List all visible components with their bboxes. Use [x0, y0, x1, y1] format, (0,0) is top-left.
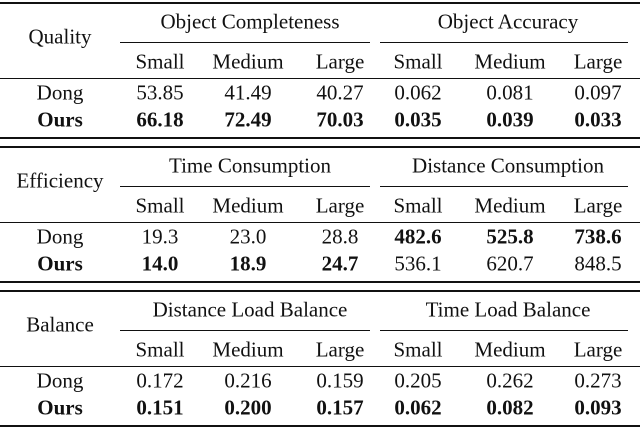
bottom-rule [0, 137, 640, 139]
table-cell: 0.172 [136, 368, 184, 393]
size-header: Small [393, 193, 443, 218]
bottom-rule [0, 425, 640, 427]
table-cell: 0.082 [486, 395, 534, 420]
table-cell: 0.205 [394, 368, 442, 393]
size-header: Large [315, 337, 365, 362]
group-header: Distance Load Balance [152, 297, 348, 322]
table-cell: 620.7 [486, 251, 534, 276]
mid-rule [0, 78, 640, 79]
table-cell: 0.216 [224, 368, 272, 393]
table-cell: 0.093 [574, 395, 622, 420]
table-cell: 40.27 [316, 80, 364, 105]
size-header: Medium [212, 49, 284, 74]
table-block-quality: Quality Object Completeness Object Accurac… [0, 0, 640, 144]
size-header: Small [393, 49, 443, 74]
size-header: Small [135, 49, 185, 74]
size-header: Small [135, 193, 185, 218]
method-label-dong: Dong [36, 368, 84, 393]
size-header: Small [135, 337, 185, 362]
group-header: Time Load Balance [425, 297, 591, 322]
method-label-ours: Ours [37, 107, 83, 132]
mid-rule [0, 222, 640, 223]
table-cell: 0.062 [394, 395, 442, 420]
table-cell: 53.85 [136, 80, 184, 105]
group-underline [120, 330, 370, 331]
table-cell: 0.097 [574, 80, 622, 105]
table-cell: 848.5 [574, 251, 622, 276]
top-rule [0, 290, 640, 292]
group-header: Distance Consumption [412, 153, 604, 178]
table-block-efficiency: Efficiency Time Consumption Distance Consu… [0, 144, 640, 288]
size-header: Large [573, 337, 623, 362]
table-cell: 66.18 [136, 107, 184, 132]
table-cell: 0.039 [486, 107, 534, 132]
table-cell: 0.262 [486, 368, 534, 393]
table-cell: 14.0 [141, 251, 179, 276]
group-header: Object Completeness [160, 9, 340, 34]
group-header: Object Accuracy [437, 9, 579, 34]
table-cell: 0.062 [394, 80, 442, 105]
size-header: Medium [474, 337, 546, 362]
table-cell: 0.200 [224, 395, 272, 420]
table-cell: 28.8 [321, 224, 359, 249]
group-header: Time Consumption [168, 153, 332, 178]
size-header: Large [573, 49, 623, 74]
table-cell: 72.49 [224, 107, 272, 132]
table-cell: 23.0 [229, 224, 267, 249]
table-block-balance: Balance Distance Load Balance Time Load Ba… [0, 288, 640, 432]
group-underline [380, 42, 628, 43]
table-cell: 536.1 [394, 251, 442, 276]
group-underline [380, 330, 628, 331]
top-rule [0, 2, 640, 4]
size-header: Large [315, 193, 365, 218]
table-cell: 0.273 [574, 368, 622, 393]
group-underline [120, 186, 370, 187]
method-label-ours: Ours [37, 251, 83, 276]
group-underline [380, 186, 628, 187]
size-header: Large [315, 49, 365, 74]
table-cell: 0.151 [136, 395, 184, 420]
section-label: Efficiency [16, 168, 104, 193]
table-cell: 0.157 [316, 395, 364, 420]
table-cell: 18.9 [229, 251, 267, 276]
table-cell: 19.3 [141, 224, 179, 249]
size-header: Medium [474, 193, 546, 218]
method-label-dong: Dong [36, 80, 84, 105]
section-label: Balance [26, 312, 94, 337]
table-cell: 0.081 [486, 80, 534, 105]
group-underline [120, 42, 370, 43]
table-cell: 70.03 [316, 107, 364, 132]
mid-rule [0, 366, 640, 367]
size-header: Medium [212, 193, 284, 218]
table-cell: 24.7 [321, 251, 359, 276]
size-header: Medium [474, 49, 546, 74]
table-cell: 0.159 [316, 368, 364, 393]
section-label: Quality [28, 24, 92, 49]
size-header: Large [573, 193, 623, 218]
method-label-ours: Ours [37, 395, 83, 420]
table-cell: 482.6 [394, 224, 442, 249]
top-rule [0, 146, 640, 148]
size-header: Medium [212, 337, 284, 362]
table-cell: 525.8 [486, 224, 534, 249]
method-label-dong: Dong [36, 224, 84, 249]
table-cell: 41.49 [224, 80, 272, 105]
bottom-rule [0, 281, 640, 283]
table-cell: 0.035 [394, 107, 442, 132]
size-header: Small [393, 337, 443, 362]
table-cell: 0.033 [574, 107, 622, 132]
table-cell: 738.6 [574, 224, 622, 249]
